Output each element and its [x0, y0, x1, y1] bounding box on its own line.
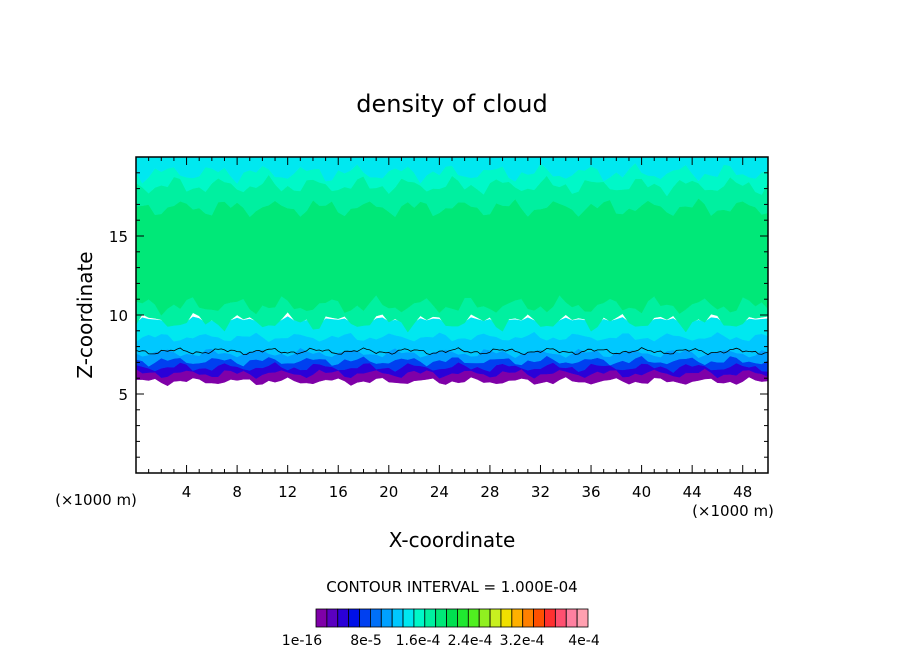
colorbar-swatch: [337, 608, 350, 628]
colorbar-labels: 1e-16 8e-5 1.6e-4 2.4e-4 3.2e-4 4e-4: [282, 633, 600, 649]
x-tick-label: 8: [232, 483, 242, 501]
colorbar-swatch: [457, 608, 469, 628]
x-unit-label-right: (×1000 m): [692, 502, 774, 520]
colorbar-label: 8e-5: [350, 633, 381, 649]
colorbar-swatch: [500, 608, 513, 628]
chart-title: density of cloud: [356, 90, 547, 118]
colorbar-label: 3.2e-4: [500, 633, 545, 649]
y-tick-label: 10: [109, 307, 128, 325]
colorbar-label: 1e-16: [282, 633, 322, 649]
colorbar-swatch: [511, 608, 524, 628]
density-field: [135, 156, 769, 387]
x-tick-label: 36: [581, 483, 600, 501]
colorbar-swatch: [369, 608, 382, 628]
x-tick-label: 24: [430, 483, 449, 501]
colorbar-swatch: [554, 608, 567, 628]
contour-lines: [135, 347, 769, 356]
colorbar-swatch: [413, 608, 426, 628]
colorbar-swatch: [348, 608, 360, 628]
x-tick-label: 32: [531, 483, 550, 501]
colorbar-swatch: [467, 608, 480, 628]
x-unit-label-left: (×1000 m): [55, 491, 137, 509]
x-axis-label: X-coordinate: [389, 528, 516, 552]
colorbar-swatch: [326, 608, 339, 628]
colorbar-swatch: [565, 608, 578, 628]
colorbar-swatch: [359, 608, 371, 628]
x-tick-label: 12: [278, 483, 297, 501]
colorbar-swatch: [533, 608, 545, 628]
colorbar-swatch: [315, 608, 328, 628]
colorbar-swatch: [435, 608, 447, 628]
colorbar-swatch: [489, 608, 502, 628]
x-tick-label: 28: [480, 483, 499, 501]
x-tick-label: 20: [379, 483, 398, 501]
colorbar-swatch: [478, 608, 491, 628]
x-tick-label: 4: [182, 483, 192, 501]
colorbar-swatch: [424, 608, 437, 628]
x-axis-ticks: 4 8 12 16 20 24 28 32 36 40 44 48: [148, 157, 756, 501]
x-tick-label: 44: [683, 483, 702, 501]
x-tick-label: 40: [632, 483, 651, 501]
colorbar-swatch: [522, 608, 534, 628]
colorbar-swatch: [446, 608, 458, 628]
contour-line: [135, 347, 769, 356]
contour-interval-text: CONTOUR INTERVAL = 1.000E-04: [326, 578, 577, 596]
colorbar-label: 1.6e-4: [396, 633, 441, 649]
x-tick-label: 48: [733, 483, 752, 501]
colorbar-swatch: [380, 608, 393, 628]
x-tick-label: 16: [329, 483, 348, 501]
y-tick-label: 15: [109, 228, 128, 246]
colorbar: [315, 608, 589, 628]
colorbar-swatch: [402, 608, 415, 628]
colorbar-swatch: [576, 608, 589, 628]
colorbar-label: 2.4e-4: [448, 633, 493, 649]
colorbar-label: 4e-4: [568, 633, 600, 649]
y-axis-ticks: 5 10 15: [109, 172, 768, 458]
colorbar-swatch: [391, 608, 404, 628]
y-axis-label: Z-coordinate: [73, 251, 97, 378]
y-tick-label: 5: [118, 386, 128, 404]
colorbar-swatch: [544, 608, 556, 628]
